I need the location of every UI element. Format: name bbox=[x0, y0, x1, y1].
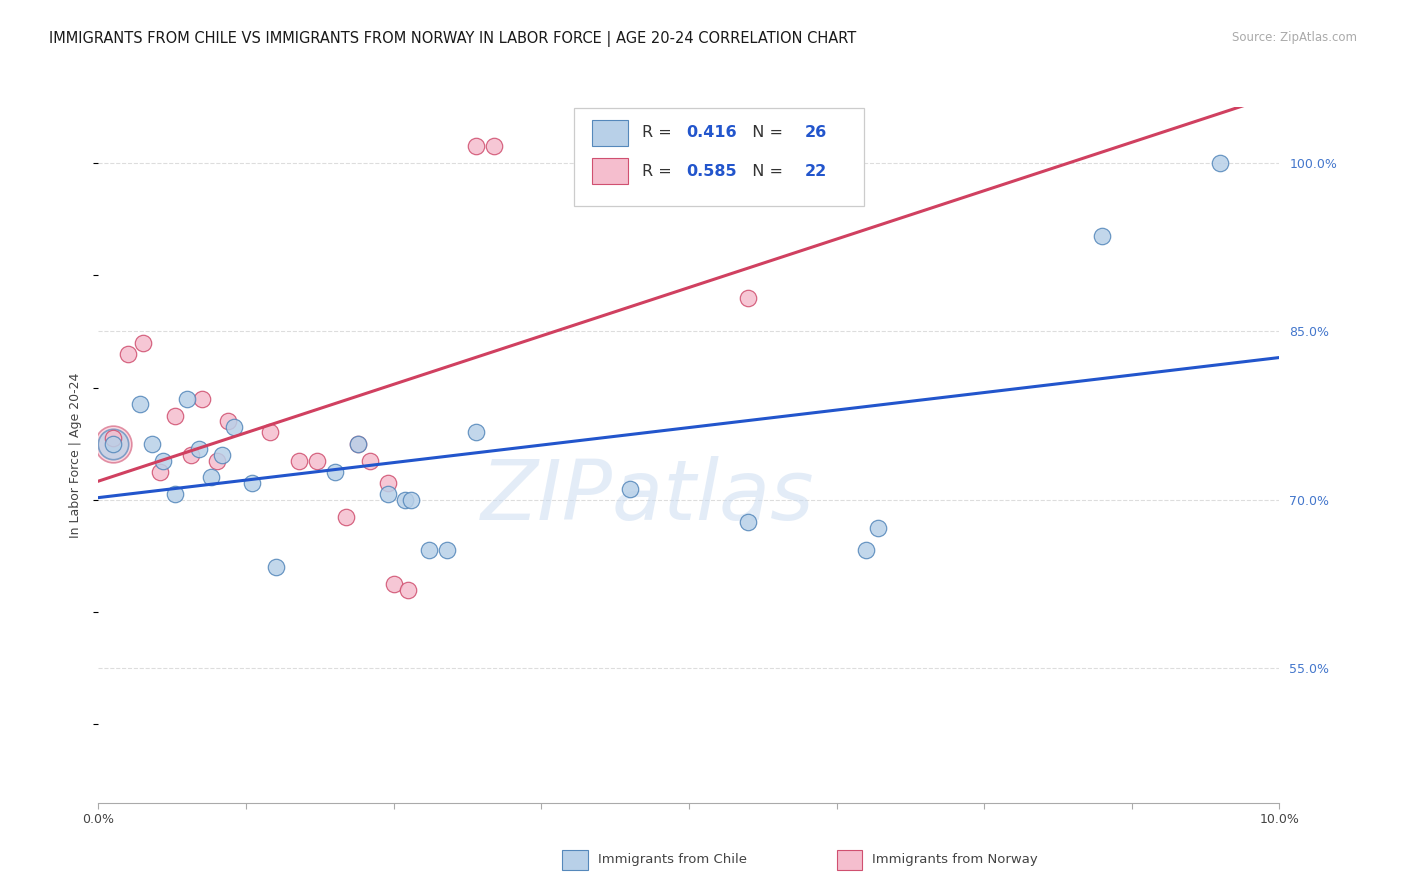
Point bbox=[259, 425, 281, 440]
Bar bbox=[592, 120, 627, 146]
Text: 22: 22 bbox=[804, 163, 827, 178]
Point bbox=[101, 436, 124, 450]
Point bbox=[347, 436, 370, 450]
Point bbox=[305, 453, 328, 467]
Text: IMMIGRANTS FROM CHILE VS IMMIGRANTS FROM NORWAY IN LABOR FORCE | AGE 20-24 CORRE: IMMIGRANTS FROM CHILE VS IMMIGRANTS FROM… bbox=[49, 31, 856, 47]
Point bbox=[191, 392, 214, 406]
Point bbox=[101, 431, 124, 445]
Point bbox=[101, 436, 124, 450]
Point bbox=[347, 436, 370, 450]
Text: 0.585: 0.585 bbox=[686, 163, 737, 178]
Y-axis label: In Labor Force | Age 20-24: In Labor Force | Age 20-24 bbox=[69, 372, 83, 538]
Point bbox=[377, 487, 399, 501]
Point bbox=[377, 475, 399, 490]
Point bbox=[176, 392, 198, 406]
Text: R =: R = bbox=[641, 125, 676, 140]
Point bbox=[205, 453, 228, 467]
Point bbox=[240, 475, 263, 490]
Text: Source: ZipAtlas.com: Source: ZipAtlas.com bbox=[1232, 31, 1357, 45]
Bar bbox=[592, 158, 627, 185]
Point bbox=[737, 291, 759, 305]
Point bbox=[165, 487, 187, 501]
Text: ZIPatlas: ZIPatlas bbox=[481, 456, 814, 537]
Point bbox=[855, 543, 877, 558]
Text: Immigrants from Chile: Immigrants from Chile bbox=[598, 854, 747, 866]
Point bbox=[152, 453, 174, 467]
Point bbox=[101, 436, 124, 450]
Point bbox=[1091, 229, 1114, 244]
Point bbox=[737, 515, 759, 529]
Point bbox=[132, 335, 155, 350]
Point bbox=[288, 453, 311, 467]
Point bbox=[200, 470, 222, 484]
Point bbox=[619, 482, 641, 496]
Point bbox=[217, 414, 239, 428]
Point bbox=[465, 425, 488, 440]
Text: 0.416: 0.416 bbox=[686, 125, 737, 140]
Point bbox=[382, 577, 405, 591]
Text: Immigrants from Norway: Immigrants from Norway bbox=[872, 854, 1038, 866]
Point bbox=[436, 543, 458, 558]
Point bbox=[401, 492, 423, 507]
Point bbox=[323, 465, 346, 479]
Point bbox=[224, 420, 246, 434]
Point bbox=[264, 560, 287, 574]
Point bbox=[1209, 156, 1232, 170]
Point bbox=[394, 492, 416, 507]
Point bbox=[482, 139, 505, 153]
Point bbox=[807, 134, 830, 148]
Point bbox=[180, 448, 202, 462]
Text: N =: N = bbox=[742, 163, 789, 178]
Text: N =: N = bbox=[742, 125, 789, 140]
FancyBboxPatch shape bbox=[575, 109, 863, 206]
Point bbox=[141, 436, 163, 450]
Point bbox=[117, 347, 139, 361]
Text: R =: R = bbox=[641, 163, 676, 178]
Point bbox=[187, 442, 209, 457]
Point bbox=[128, 397, 150, 411]
Text: 26: 26 bbox=[804, 125, 827, 140]
Point bbox=[165, 409, 187, 423]
Point bbox=[866, 521, 889, 535]
Point bbox=[396, 582, 419, 597]
Point bbox=[465, 139, 488, 153]
Point bbox=[335, 509, 357, 524]
Point bbox=[149, 465, 172, 479]
Point bbox=[418, 543, 440, 558]
Point bbox=[211, 448, 233, 462]
Point bbox=[359, 453, 381, 467]
